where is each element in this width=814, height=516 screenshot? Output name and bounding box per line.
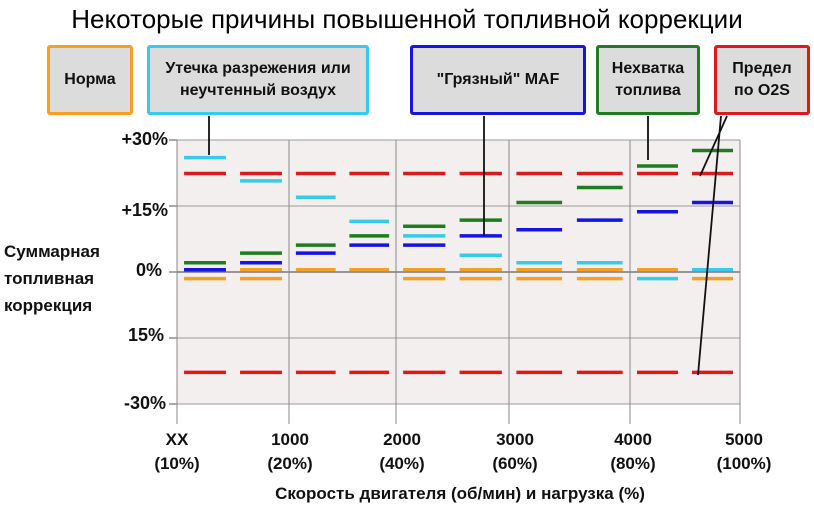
x-tick-label: 5000 (100%) xyxy=(699,428,789,476)
legend-dirty-maf: "Грязный" MAF xyxy=(410,45,586,115)
x-tick-load: (10%) xyxy=(154,454,200,473)
y-tick-label: 15% xyxy=(127,325,164,345)
y-tick-label: 0% xyxy=(135,260,162,280)
y-axis-title-line: топливная xyxy=(4,269,95,288)
x-axis-title: Скорость двигателя (об/мин) и нагрузка (… xyxy=(275,484,645,503)
x-tick-rpm: 2000 xyxy=(383,430,421,449)
x-tick-load: (60%) xyxy=(492,454,538,473)
y-axis-title-line: коррекция xyxy=(4,296,93,315)
legend-label: "Грязный" MAF xyxy=(436,71,560,88)
y-tick-label: +15% xyxy=(121,200,168,220)
legend-vacuum-leak: Утечка разрежения или неучтенный воздух xyxy=(147,45,369,115)
legend-label: Предел xyxy=(732,60,792,77)
x-tick-rpm: 3000 xyxy=(496,430,534,449)
legend-label: по O2S xyxy=(734,82,790,99)
x-tick-rpm: 5000 xyxy=(725,430,763,449)
y-tick-label: -30% xyxy=(123,393,166,413)
x-tick-rpm: 1000 xyxy=(271,430,309,449)
x-tick-label: 4000 (80%) xyxy=(588,428,678,476)
x-tick-rpm: XX xyxy=(165,430,189,449)
x-tick-rpm: 4000 xyxy=(614,430,652,449)
x-tick-load: (100%) xyxy=(716,454,772,473)
legend-leader-line xyxy=(697,115,722,376)
y-tick-label: +30% xyxy=(121,129,168,149)
y-axis-title-line: Суммарная xyxy=(4,242,100,261)
x-tick-label: 3000 (60%) xyxy=(470,428,560,476)
legend-label: Утечка разрежения или xyxy=(165,60,351,77)
legend-label: топлива xyxy=(615,82,681,99)
x-tick-label: XX (10%) xyxy=(132,428,222,476)
legend-label: Норма xyxy=(64,71,116,88)
x-tick-load: (40%) xyxy=(379,454,425,473)
legend-lack-of-fuel: Нехватка топлива xyxy=(596,45,700,115)
legend-leader-line xyxy=(699,115,728,177)
x-tick-label: 2000 (40%) xyxy=(357,428,447,476)
chart-title: Некоторые причины повышенной топливной к… xyxy=(71,4,743,34)
legend-o2s-limit: Предел по O2S xyxy=(714,45,810,115)
legend-label: Нехватка xyxy=(611,60,685,77)
x-tick-label: 1000 (20%) xyxy=(245,428,335,476)
legend-norma: Норма xyxy=(47,45,133,115)
y-axis-title: Суммарная топливная коррекция xyxy=(4,238,134,319)
legend-label: неучтенный воздух xyxy=(179,82,337,99)
x-tick-load: (80%) xyxy=(610,454,656,473)
x-tick-load: (20%) xyxy=(267,454,313,473)
